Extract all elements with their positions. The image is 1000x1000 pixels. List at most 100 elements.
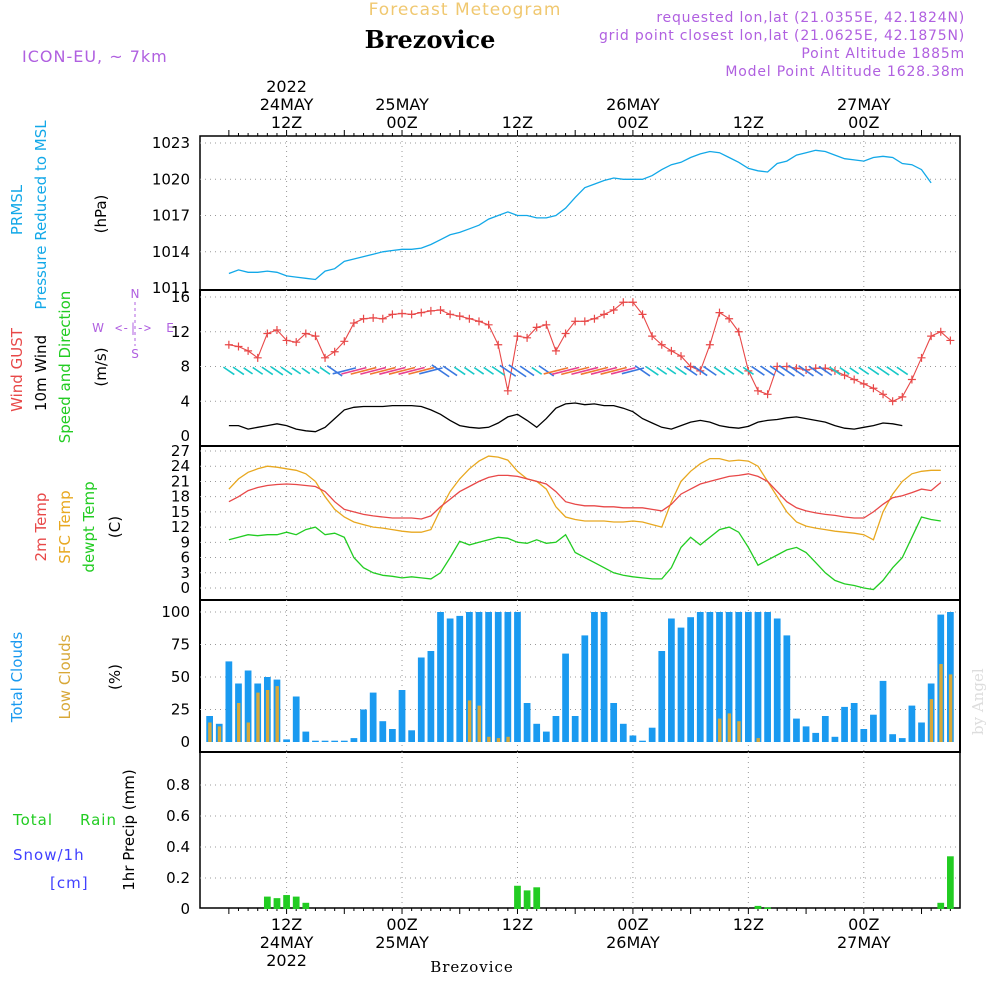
- pressure-label-2: Pressure Reduced to MSL: [32, 120, 50, 310]
- gust-marker: [388, 310, 397, 319]
- wind-direction-arrow: [379, 366, 406, 375]
- low-clouds-bar: [727, 713, 732, 742]
- total-clouds-bar: [562, 653, 569, 742]
- total-clouds-bar: [773, 618, 781, 742]
- gust-marker: [657, 340, 666, 349]
- wind-direction-arrow: [839, 366, 850, 375]
- wind-direction-arrow: [886, 366, 900, 376]
- ytick-label-pressure: 1023: [152, 134, 190, 152]
- ytick-label-temp: 18: [171, 488, 190, 506]
- rain-bar: [523, 890, 531, 909]
- rain-bar: [754, 905, 762, 909]
- wind-direction-arrow: [829, 366, 841, 376]
- total-clouds-bar: [331, 740, 339, 742]
- gust-marker: [398, 309, 407, 318]
- gust-marker: [619, 298, 628, 307]
- gust-marker: [927, 332, 936, 341]
- gust-marker: [224, 340, 233, 349]
- total-clouds-bar: [831, 736, 839, 742]
- total-clouds-bar: [706, 612, 714, 742]
- ytick-label-temp: 12: [171, 518, 190, 536]
- gust-marker: [436, 306, 445, 315]
- panel-frame-temp: [199, 445, 961, 601]
- ytick-label-clouds: 50: [171, 668, 190, 686]
- total-clouds-bar: [725, 612, 733, 742]
- total-clouds-bar: [850, 703, 858, 742]
- gust-marker: [580, 317, 589, 326]
- total-clouds-bar: [581, 635, 589, 742]
- total-clouds-bar: [812, 732, 820, 742]
- wind-gust-label: Wind GUST: [8, 327, 26, 412]
- total-clouds-bar: [283, 739, 290, 742]
- panel-frame-wind: [199, 289, 961, 447]
- total-clouds-bar: [523, 703, 531, 742]
- wind-direction-arrow: [733, 366, 744, 375]
- ytick-label-temp: 27: [171, 442, 190, 460]
- wind-direction-arrow: [876, 365, 890, 376]
- top-axis-year: 2022: [266, 77, 307, 96]
- point-altitude: Point Altitude 1885m: [801, 46, 965, 62]
- wind-direction-arrow: [442, 365, 458, 377]
- total-clouds-bar: [321, 740, 329, 742]
- wind-direction-arrow: [360, 366, 387, 375]
- wind-10m-label: 10m Wind: [32, 335, 50, 411]
- ytick-label-clouds: 75: [171, 636, 190, 654]
- total-clouds-bar: [379, 721, 387, 742]
- bottom-axis-year: 2022: [266, 951, 307, 970]
- top-axis-hour: 00Z: [848, 113, 879, 132]
- gust-marker: [859, 379, 868, 388]
- precip-snow-label: Snow/1h: [13, 846, 85, 864]
- wind-direction-arrow: [408, 366, 435, 375]
- rain-bar: [263, 896, 271, 909]
- total-clouds-bar: [466, 612, 473, 742]
- gust-marker: [446, 310, 455, 319]
- total-clouds-bar: [494, 612, 502, 742]
- wind-direction-arrow: [350, 366, 377, 375]
- total-clouds-bar: [360, 709, 367, 742]
- wind-direction-arrow: [280, 366, 293, 376]
- rain-bar: [947, 856, 954, 909]
- gust-marker: [455, 312, 464, 321]
- gust-marker: [869, 384, 878, 393]
- wind-direction-arrow: [769, 365, 785, 377]
- ytick-label-wind: 8: [180, 358, 190, 376]
- low-clouds-bar: [208, 722, 212, 742]
- top-axis-date: 25MAY: [375, 95, 429, 114]
- total-clouds-bar: [870, 714, 877, 742]
- gust-marker: [571, 317, 580, 326]
- total-clouds-bar: [889, 734, 897, 742]
- low-clouds-bar: [265, 690, 270, 742]
- wind-direction-arrow: [561, 366, 590, 376]
- total-clouds-bar: [533, 723, 541, 742]
- low-clouds-bar: [217, 726, 222, 742]
- total-clouds-bar: [898, 738, 906, 742]
- total-clouds-bar: [302, 731, 310, 742]
- wind-direction-arrow: [571, 366, 599, 376]
- ytick-label-clouds: 0: [180, 733, 190, 751]
- gust-marker: [321, 353, 330, 362]
- gust-marker: [407, 310, 416, 319]
- wind-direction-arrow: [341, 366, 367, 375]
- rain-bar: [273, 898, 281, 909]
- top-axis-date: 27MAY: [837, 95, 891, 114]
- wind-direction-arrow: [580, 366, 609, 376]
- gust-marker: [551, 346, 560, 355]
- wind-direction-arrow: [332, 367, 357, 375]
- wind10-line: [228, 402, 903, 433]
- top-axis-hour: 12Z: [502, 113, 533, 132]
- wind-direction-arrow: [590, 366, 618, 375]
- wind-direction-arrow: [713, 366, 726, 376]
- gust-marker: [638, 310, 647, 319]
- wind-direction-arrow: [656, 366, 668, 375]
- low-clouds-bar: [477, 705, 481, 742]
- total-clouds-bar: [629, 735, 637, 742]
- total-clouds-bar: [793, 718, 800, 742]
- wind-direction-arrow: [896, 366, 909, 376]
- low-clouds-bar: [246, 722, 251, 742]
- bottom-axis-hour: 12Z: [733, 915, 764, 934]
- ytick-label-temp: 3: [180, 564, 190, 582]
- wind-direction-arrow: [369, 366, 396, 375]
- sfc-temp-line: [228, 455, 941, 541]
- bottom-axis-hour: 00Z: [617, 915, 648, 934]
- total-clouds-bar: [514, 612, 521, 742]
